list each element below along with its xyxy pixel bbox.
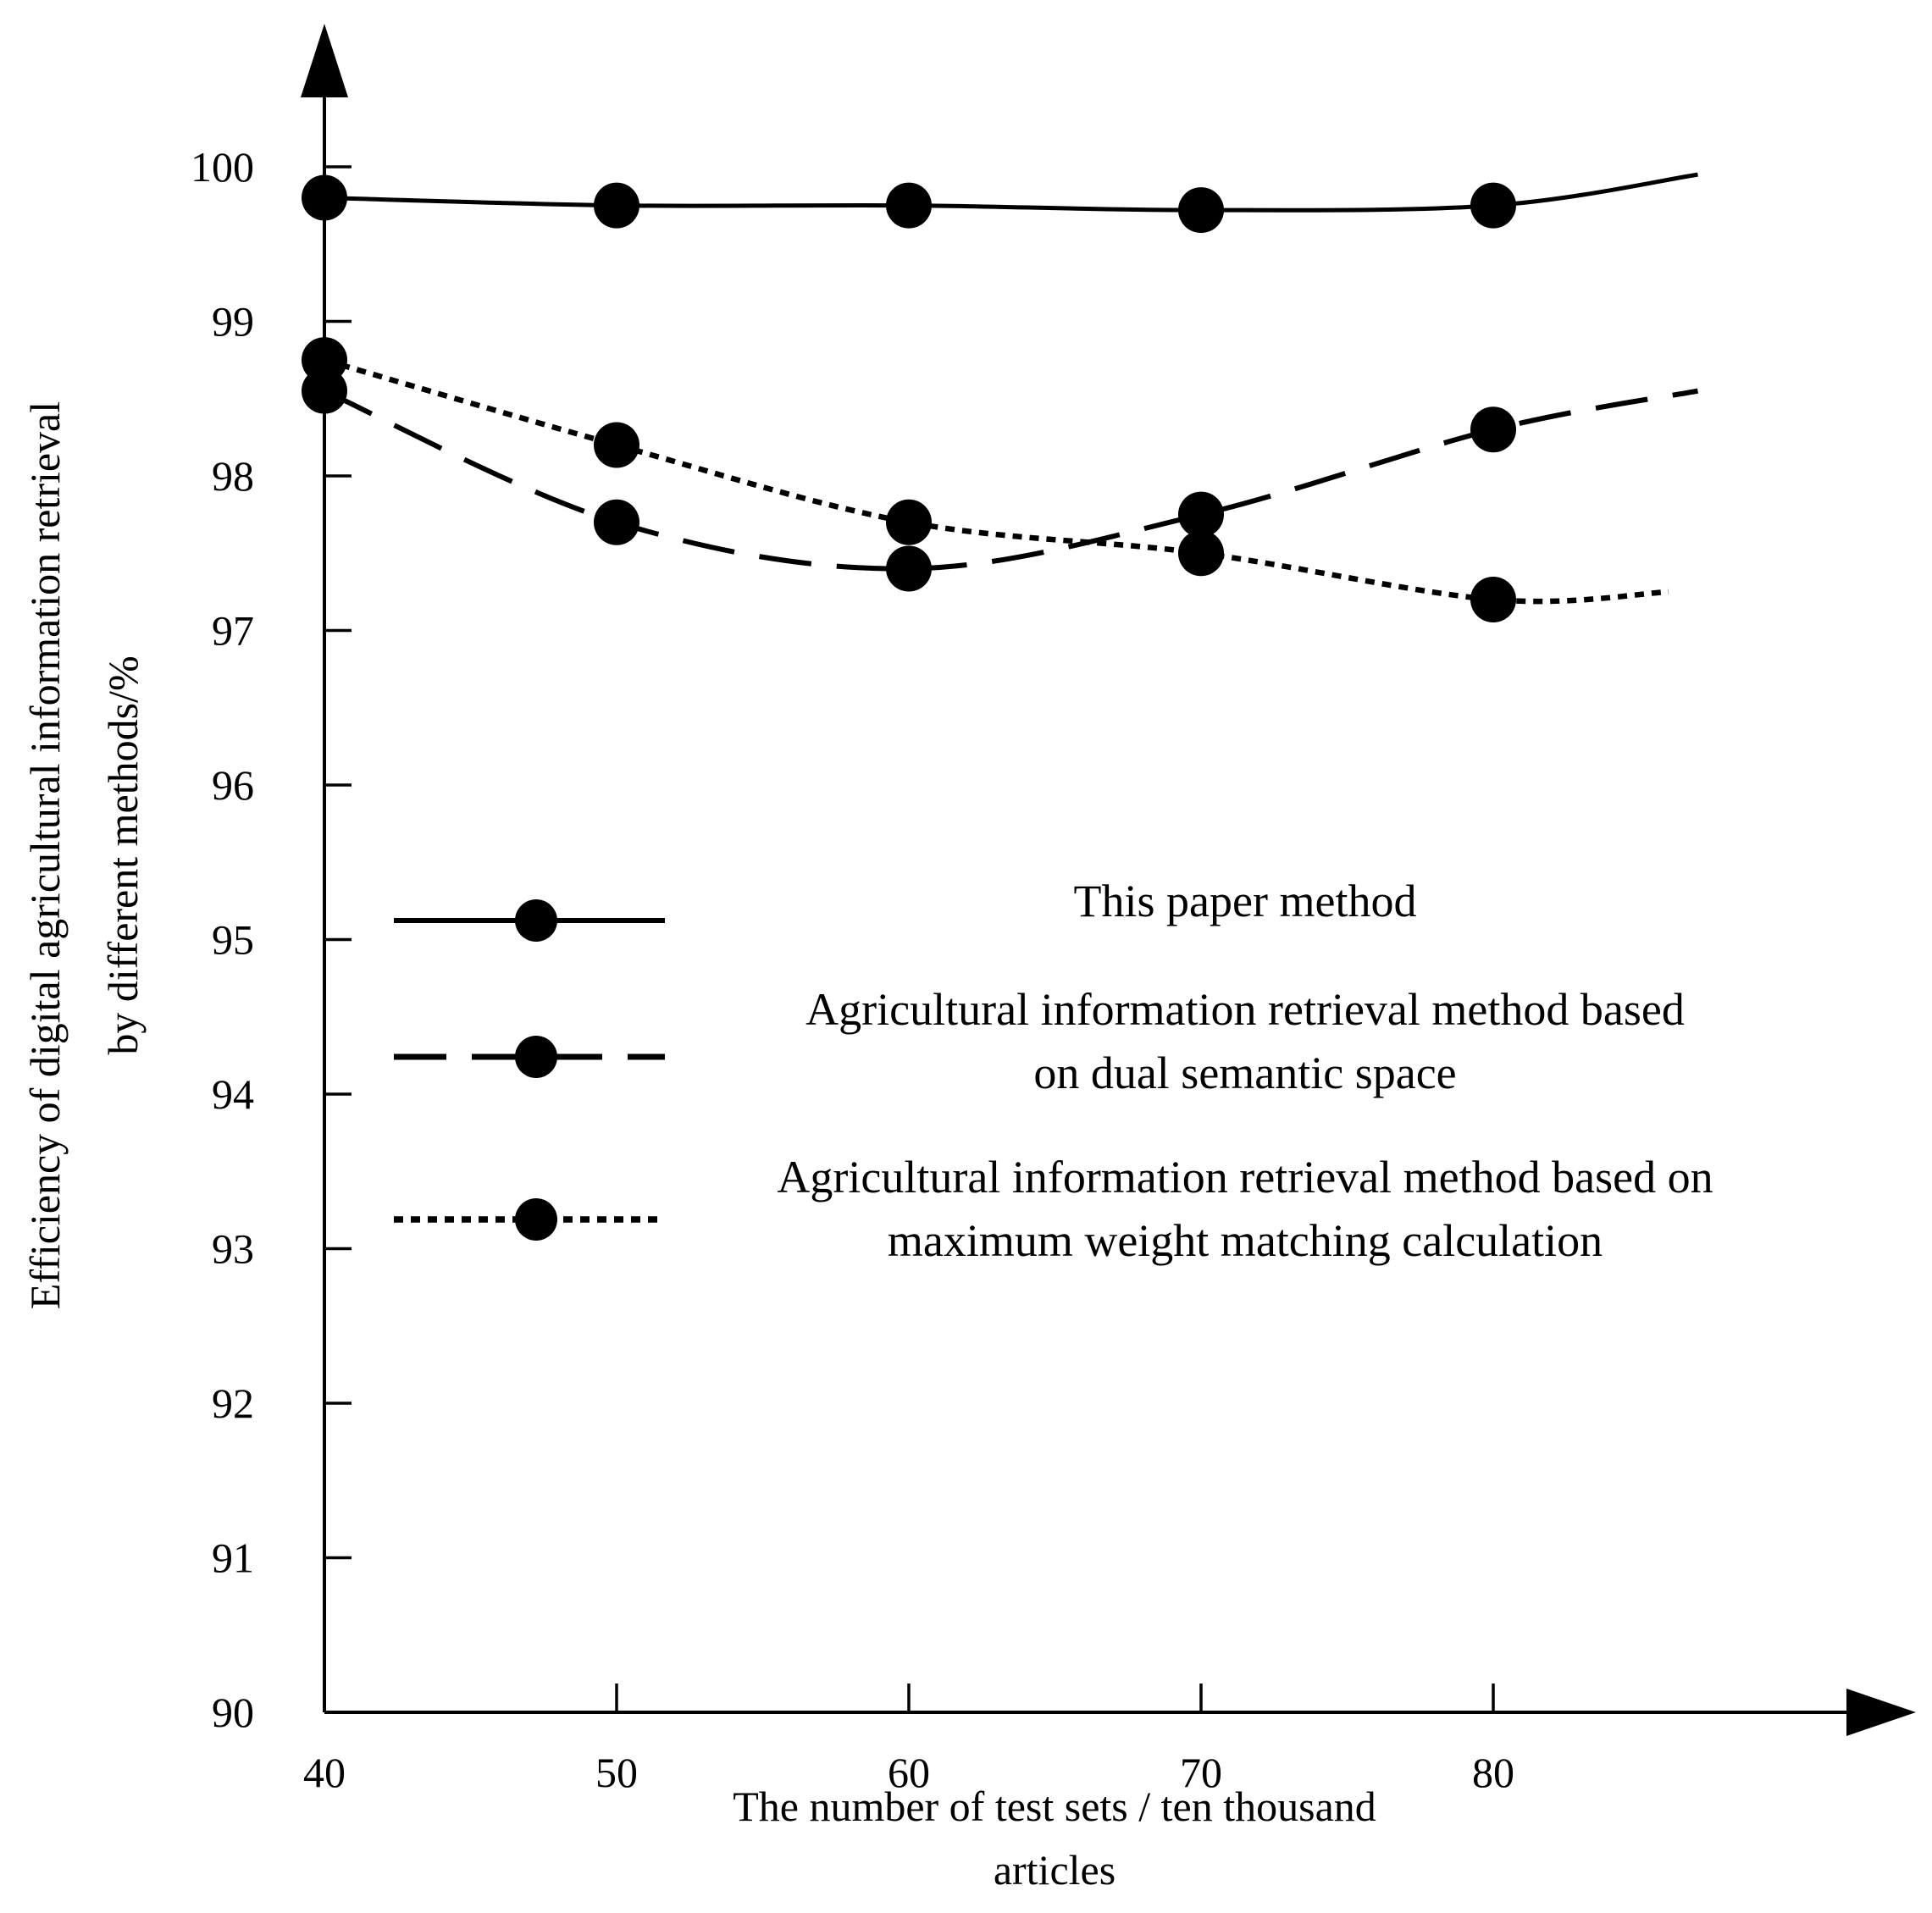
x-tick-label: 60 xyxy=(888,1749,930,1796)
y-axis-title-line-1: Efficiency of digital agricultural infor… xyxy=(21,401,69,1309)
legend-marker-2 xyxy=(515,1036,557,1078)
ticks: 90 91 92 93 94 95 96 97 98 99 100 40 50 60 70 80 xyxy=(191,143,1514,1796)
y-tick-label: 92 xyxy=(212,1379,254,1427)
legend-label-1-line-1: This paper method xyxy=(1074,876,1417,926)
series-3 xyxy=(302,337,1669,622)
legend-item-2: Agricultural information retrieval metho… xyxy=(394,984,1685,1098)
series-3-line xyxy=(324,357,1669,605)
series-2-point xyxy=(1178,491,1224,538)
series-1-point xyxy=(1470,182,1516,229)
legend-label-2-line-2: on dual semantic space xyxy=(1033,1048,1456,1098)
x-tick-label: 50 xyxy=(595,1749,638,1796)
legend-item-3: Agricultural information retrieval metho… xyxy=(394,1152,1713,1266)
series-3-point xyxy=(1178,530,1224,577)
series-3-point xyxy=(886,499,932,545)
y-axis-arrow xyxy=(301,24,348,97)
y-tick-label: 95 xyxy=(212,916,254,964)
series-layer xyxy=(302,172,1699,622)
legend-item-1: This paper method xyxy=(394,876,1416,942)
x-tick-label: 80 xyxy=(1472,1749,1514,1796)
x-tick-label: 70 xyxy=(1180,1749,1222,1796)
series-1-point xyxy=(1178,187,1224,234)
legend-label-3-line-2: maximum weight matching calculation xyxy=(888,1215,1603,1266)
x-axis-arrow xyxy=(1846,1689,1916,1736)
series-2-point xyxy=(594,499,639,545)
y-tick-label: 98 xyxy=(212,452,254,500)
legend-marker-1 xyxy=(515,899,557,942)
y-tick-label: 100 xyxy=(191,143,254,191)
x-axis-title-line-1: The number of test sets / ten thousand xyxy=(733,1783,1376,1830)
y-tick-label: 94 xyxy=(212,1070,254,1118)
legend-marker-3 xyxy=(515,1198,557,1241)
series-2-point xyxy=(886,545,932,592)
x-axis-title-line-2: articles xyxy=(994,1846,1115,1894)
y-tick-label: 97 xyxy=(212,607,254,655)
legend-label-2-line-1: Agricultural information retrieval metho… xyxy=(805,984,1685,1035)
y-tick-label: 91 xyxy=(212,1534,254,1582)
axis-titles: Efficiency of digital agricultural infor… xyxy=(21,401,1376,1894)
y-axis-title-line-2: by different methods/% xyxy=(99,655,147,1054)
y-tick-label: 93 xyxy=(212,1225,254,1273)
series-3-point xyxy=(1470,577,1516,622)
series-2 xyxy=(302,368,1699,592)
y-tick-label: 99 xyxy=(212,298,254,346)
legend: This paper method Agricultural informatio… xyxy=(394,876,1713,1266)
series-3-point xyxy=(302,337,347,384)
x-tick-label: 40 xyxy=(303,1749,346,1796)
y-tick-label: 96 xyxy=(212,761,254,809)
series-3-point xyxy=(594,422,639,468)
series-1-point xyxy=(594,182,639,229)
series-1 xyxy=(302,172,1698,234)
series-1-point xyxy=(886,182,932,229)
series-2-point xyxy=(1470,406,1516,453)
y-tick-label: 90 xyxy=(212,1689,254,1736)
series-1-point xyxy=(302,174,347,221)
legend-label-3-line-1: Agricultural information retrieval metho… xyxy=(777,1152,1713,1203)
